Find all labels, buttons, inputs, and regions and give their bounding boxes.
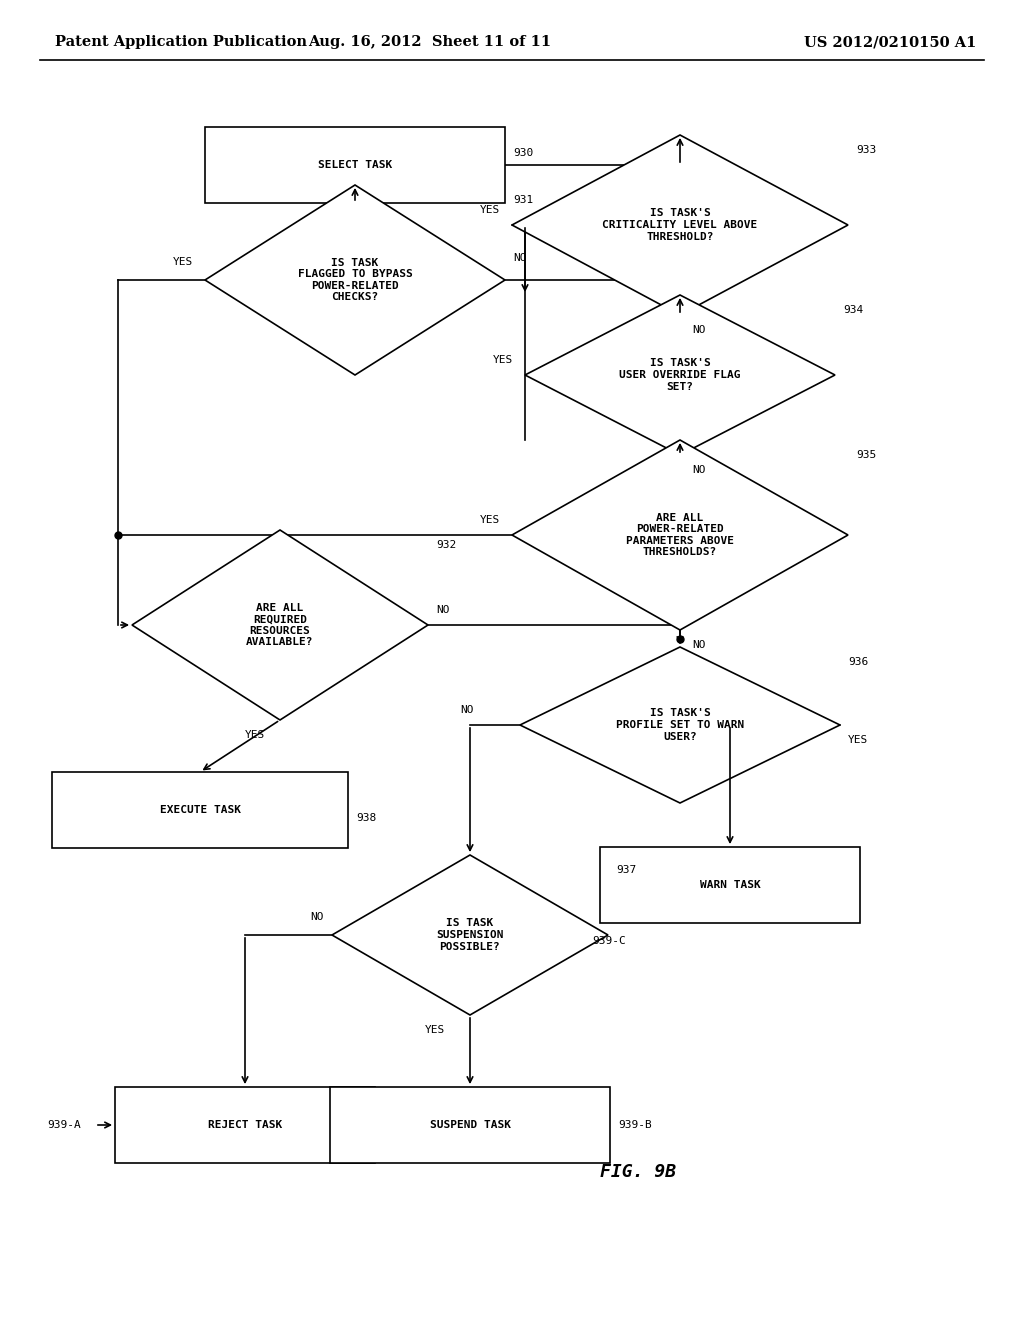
Text: Patent Application Publication: Patent Application Publication	[55, 36, 307, 49]
Text: 937: 937	[616, 865, 636, 875]
Text: ARE ALL
REQUIRED
RESOURCES
AVAILABLE?: ARE ALL REQUIRED RESOURCES AVAILABLE?	[246, 603, 313, 647]
Text: IS TASK'S
PROFILE SET TO WARN
USER?: IS TASK'S PROFILE SET TO WARN USER?	[615, 709, 744, 742]
Text: SELECT TASK: SELECT TASK	[317, 160, 392, 170]
Text: 935: 935	[856, 450, 877, 459]
Bar	[52, 772, 348, 847]
Bar	[330, 1086, 610, 1163]
Text: WARN TASK: WARN TASK	[699, 880, 761, 890]
Text: 933: 933	[856, 145, 877, 154]
Text: EXECUTE TASK: EXECUTE TASK	[160, 805, 241, 814]
Bar	[115, 1086, 375, 1163]
Text: Aug. 16, 2012  Sheet 11 of 11: Aug. 16, 2012 Sheet 11 of 11	[308, 36, 552, 49]
Text: YES: YES	[480, 515, 500, 525]
Text: 939-A: 939-A	[47, 1119, 81, 1130]
Text: US 2012/0210150 A1: US 2012/0210150 A1	[804, 36, 976, 49]
Polygon shape	[512, 440, 848, 630]
Polygon shape	[205, 185, 505, 375]
Text: IS TASK
FLAGGED TO BYPASS
POWER-RELATED
CHECKS?: IS TASK FLAGGED TO BYPASS POWER-RELATED …	[298, 257, 413, 302]
Text: NO: NO	[692, 325, 706, 335]
Text: NO: NO	[692, 465, 706, 475]
Text: REJECT TASK: REJECT TASK	[208, 1119, 283, 1130]
Text: IS TASK
SUSPENSION
POSSIBLE?: IS TASK SUSPENSION POSSIBLE?	[436, 919, 504, 952]
Text: NO: NO	[436, 605, 450, 615]
Text: YES: YES	[493, 355, 513, 366]
Text: NO: NO	[692, 640, 706, 649]
Text: IS TASK'S
USER OVERRIDE FLAG
SET?: IS TASK'S USER OVERRIDE FLAG SET?	[620, 359, 740, 392]
Text: NO: NO	[460, 705, 473, 715]
Polygon shape	[525, 294, 835, 455]
Text: 931: 931	[513, 195, 534, 205]
Text: 938: 938	[356, 813, 376, 822]
Text: 934: 934	[843, 305, 863, 315]
Bar	[205, 127, 505, 203]
Polygon shape	[520, 647, 840, 803]
Bar	[600, 847, 860, 923]
Text: ARE ALL
POWER-RELATED
PARAMETERS ABOVE
THRESHOLDS?: ARE ALL POWER-RELATED PARAMETERS ABOVE T…	[626, 512, 734, 557]
Text: FIG. 9B: FIG. 9B	[600, 1163, 676, 1181]
Text: YES: YES	[425, 1026, 445, 1035]
Text: YES: YES	[848, 735, 868, 744]
Text: YES: YES	[245, 730, 265, 741]
Polygon shape	[512, 135, 848, 315]
Text: NO: NO	[513, 253, 526, 263]
Text: 936: 936	[848, 657, 868, 667]
Text: 939-B: 939-B	[618, 1119, 651, 1130]
Text: YES: YES	[480, 205, 500, 215]
Text: IS TASK'S
CRITICALITY LEVEL ABOVE
THRESHOLD?: IS TASK'S CRITICALITY LEVEL ABOVE THRESH…	[602, 209, 758, 242]
Polygon shape	[332, 855, 608, 1015]
Text: NO: NO	[310, 912, 324, 921]
Polygon shape	[132, 531, 428, 719]
Text: 932: 932	[436, 540, 457, 550]
Text: YES: YES	[173, 257, 193, 267]
Text: SUSPEND TASK: SUSPEND TASK	[429, 1119, 511, 1130]
Text: 930: 930	[513, 148, 534, 158]
Text: 939-C: 939-C	[592, 936, 626, 946]
